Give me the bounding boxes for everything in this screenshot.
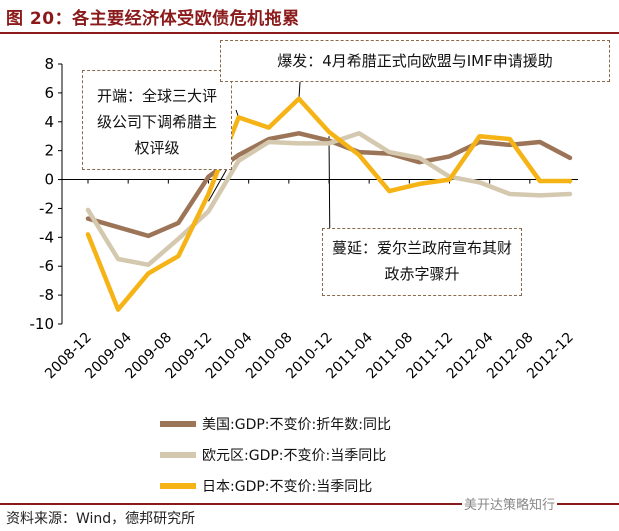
- y-tick-label: 0: [44, 171, 54, 189]
- annotation-spread: 蔓延：爱尔兰政府宣布其财政赤字骤升: [322, 228, 522, 296]
- y-tick-label: 2: [44, 142, 54, 160]
- y-tick-label: -6: [39, 257, 54, 275]
- y-tick-label: -2: [39, 199, 54, 217]
- y-tick-label: -4: [39, 228, 54, 246]
- bottom-rule: [0, 503, 619, 505]
- legend-swatch-japan: [160, 482, 196, 489]
- legend-swatch-us: [160, 420, 196, 427]
- series-line-us: [85, 131, 573, 239]
- series-line-japan: [85, 96, 573, 312]
- annotation-start: 开端：全球三大评级公司下调希腊主权评级: [82, 70, 232, 170]
- series-line-eurozone: [85, 131, 573, 268]
- y-axis: -10 -8 -6 -4 -2 0 2 4 6 8: [30, 55, 63, 333]
- legend-item-japan: 日本:GDP:不变价:当季同比: [160, 470, 391, 501]
- figure-title: 图 20：各主要经济体受欧债危机拖累: [6, 9, 300, 29]
- y-tick-label: 4: [44, 113, 54, 131]
- legend-label-japan: 日本:GDP:不变价:当季同比: [202, 478, 373, 495]
- watermark: 美开达策略知行: [462, 494, 558, 513]
- chart-legend: 美国:GDP:不变价:折年数:同比 欧元区:GDP:不变价:当季同比 日本:GD…: [160, 408, 391, 501]
- y-tick-label: 6: [44, 84, 54, 102]
- title-rule: [0, 32, 619, 34]
- legend-item-us: 美国:GDP:不变价:折年数:同比: [160, 408, 391, 439]
- annotation-outbreak: 爆发：4月希腊正式向欧盟与IMF申请援助: [220, 40, 610, 82]
- legend-label-us: 美国:GDP:不变价:折年数:同比: [202, 416, 391, 433]
- y-tick-label: 8: [44, 55, 54, 73]
- y-tick-label: -8: [39, 286, 54, 304]
- legend-label-eurozone: 欧元区:GDP:不变价:当季同比: [202, 447, 387, 464]
- source-note: 资料来源：Wind，德邦研究所: [6, 511, 196, 527]
- legend-item-eurozone: 欧元区:GDP:不变价:当季同比: [160, 439, 391, 470]
- series-lines: [85, 96, 573, 312]
- y-tick-label: -10: [30, 315, 55, 333]
- legend-swatch-eurozone: [160, 451, 196, 458]
